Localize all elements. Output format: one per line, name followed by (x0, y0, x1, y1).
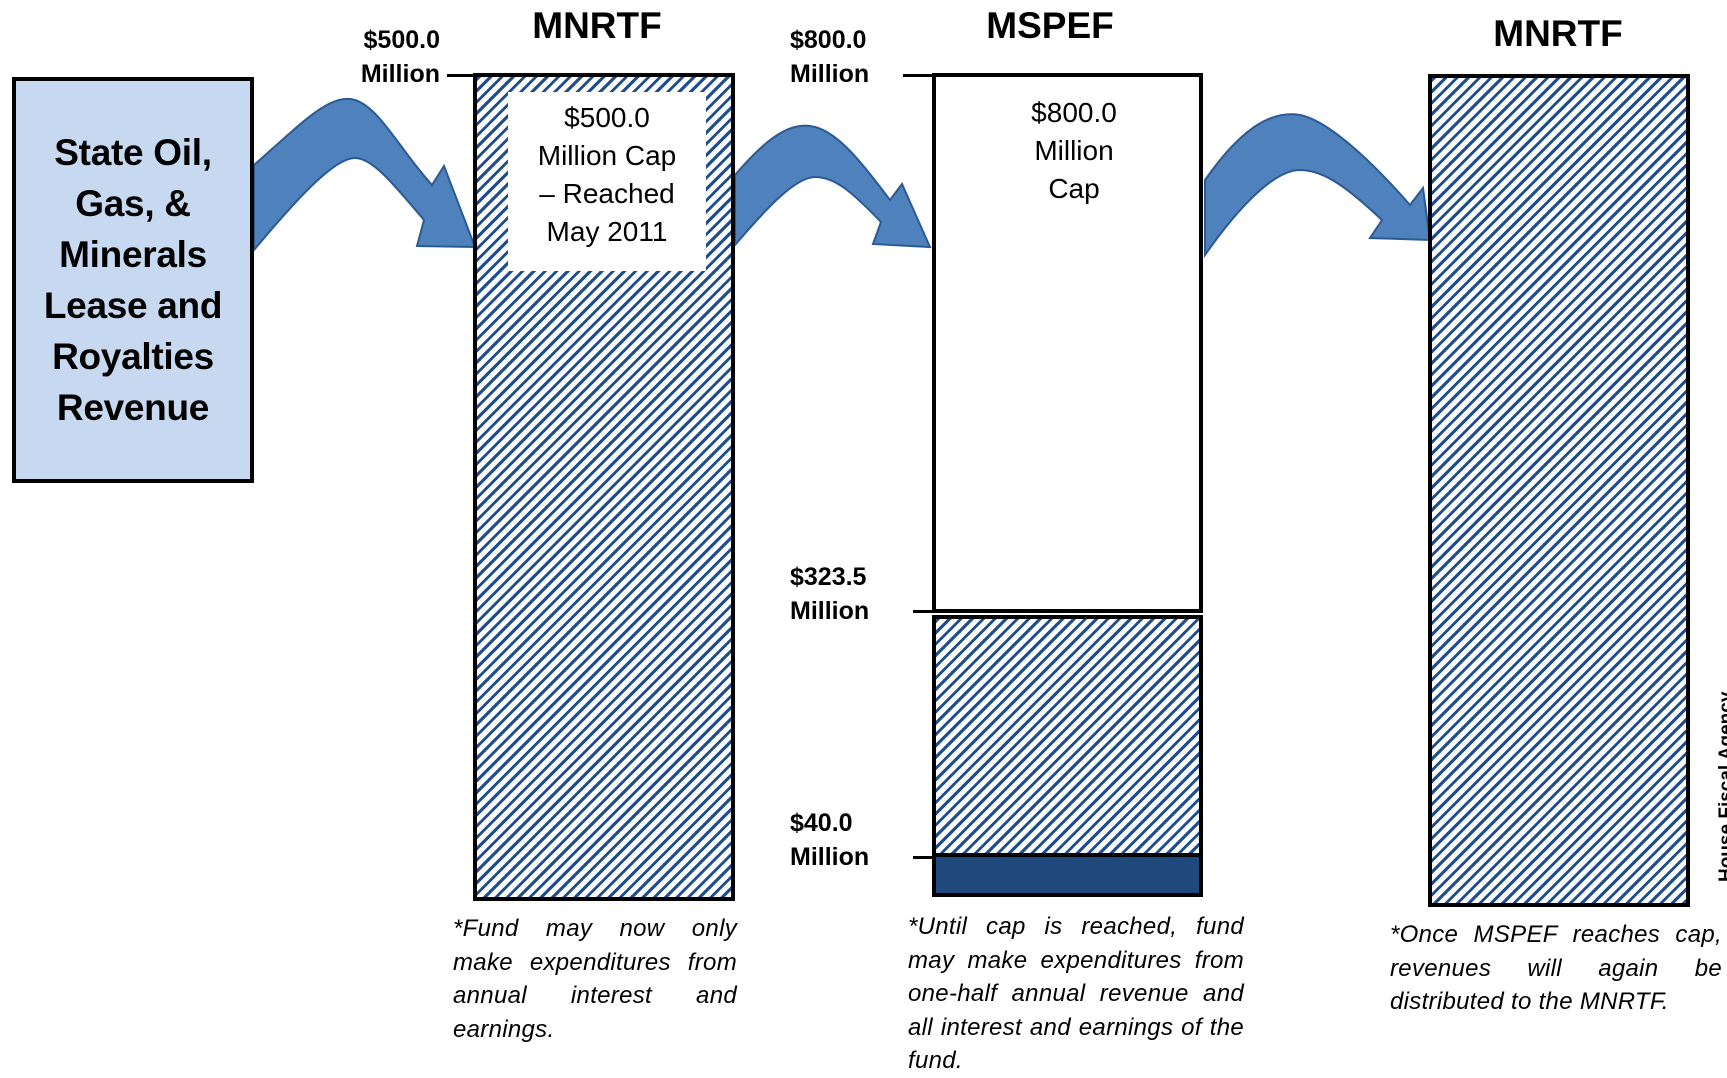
mnrtf-title: MNRTF (532, 5, 662, 46)
arrow-source-to-mnrtf (253, 97, 477, 253)
mnrtf-return-note: *Once MSPEF reaches cap, revenues will a… (1390, 921, 1722, 1015)
mspef-filled-section (932, 615, 1203, 889)
mnrtf-note: *Fund may now only make expenditures fro… (453, 915, 737, 1043)
arrow-mspef-to-mnrtf (1204, 113, 1432, 259)
mnrtf-return-title: MNRTF (1493, 13, 1623, 54)
house-fiscal-agency-credit: House Fiscal Agency (1716, 691, 1727, 882)
mspef-floor-tick (913, 856, 935, 859)
mnrtf-cap-tick (447, 74, 475, 77)
mnrtf-cap-text: $500.0 Million Cap – Reached May 2011 (508, 92, 706, 271)
mspef-floor-section (932, 853, 1203, 897)
revenue-source-label: State Oil, Gas, & Minerals Lease and Roy… (43, 132, 223, 428)
revenue-source-box: State Oil, Gas, & Minerals Lease and Roy… (12, 77, 254, 483)
mspef-floor-axis-label: $40.0 Million (790, 809, 870, 871)
mspef-title: MSPEF (986, 5, 1114, 46)
mnrtf-return-fund-bar (1428, 74, 1690, 907)
mspef-note: *Until cap is reached, fund may make exp… (908, 913, 1244, 1074)
mnrtf-cap-axis-label: $500.0 Million (360, 26, 440, 88)
mspef-current-axis-label: $323.5 Million (790, 563, 870, 625)
arrow-mnrtf-to-mspef (734, 124, 932, 249)
mspef-unfilled-section (932, 73, 1203, 613)
mspef-cap-tick (903, 74, 934, 77)
mspef-cap-text: $800.0 Million Cap (1031, 97, 1117, 204)
mspef-current-tick (913, 610, 935, 613)
mspef-cap-axis-label: $800.0 Million (790, 26, 870, 88)
